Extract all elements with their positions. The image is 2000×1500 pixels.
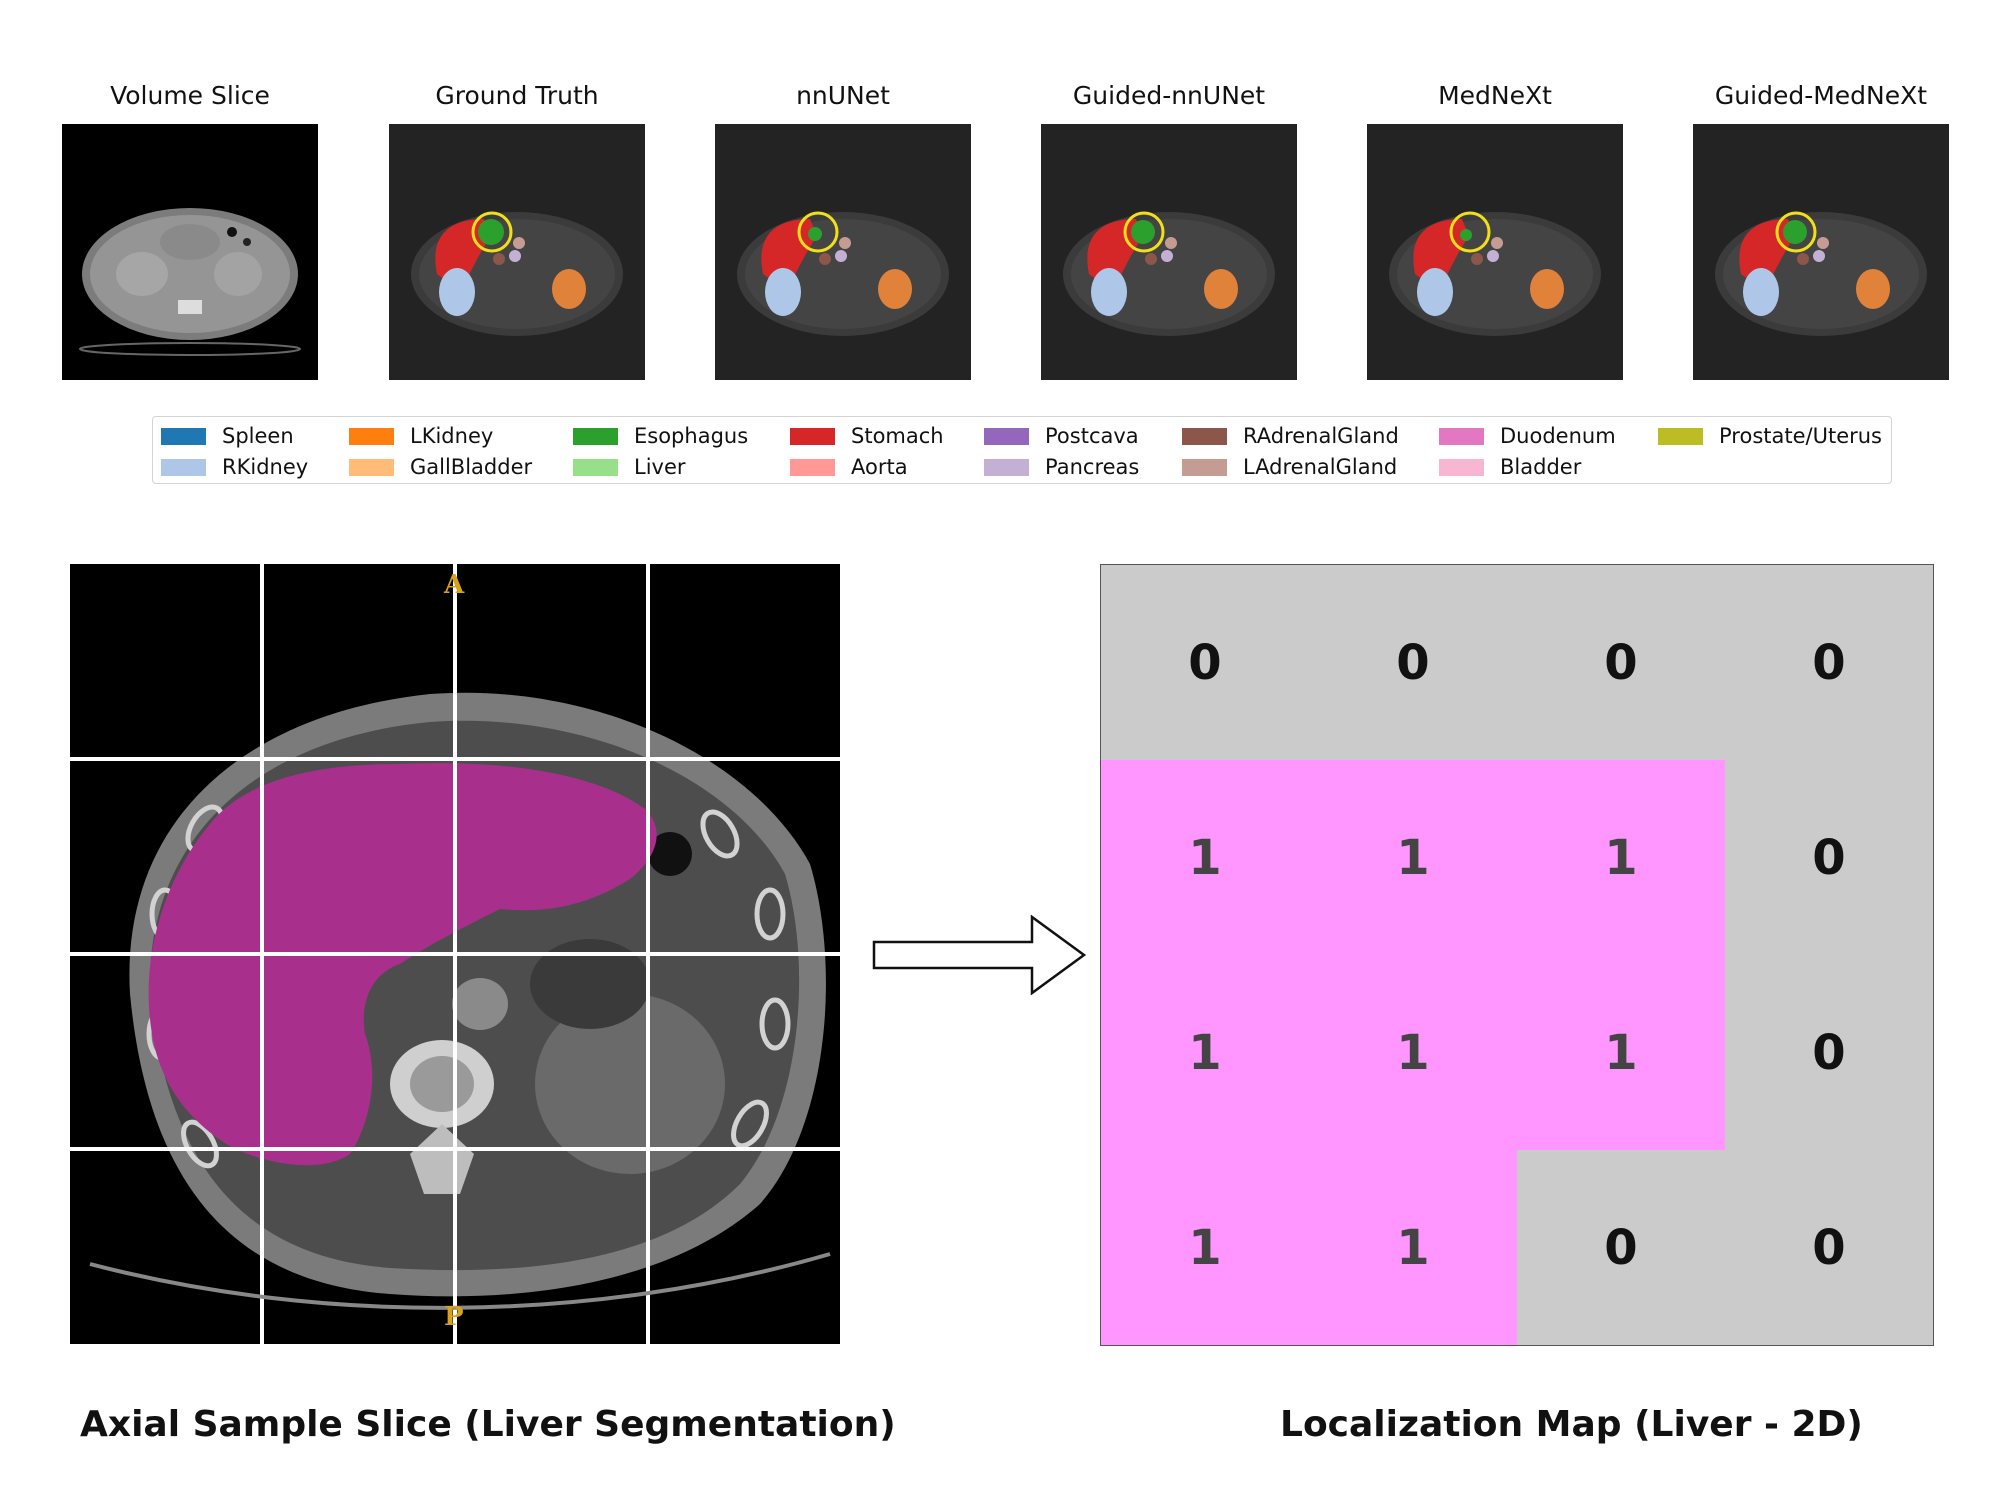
legend-item-postcava: Postcava — [984, 422, 1139, 450]
legend-item-bladder: Bladder — [1439, 453, 1581, 481]
panel-title: Ground Truth — [435, 81, 599, 110]
legend-label: RKidney — [222, 455, 309, 479]
legend-swatch — [1658, 427, 1703, 445]
legend-swatch — [349, 458, 394, 476]
localization-map-caption: Localization Map (Liver - 2D) — [1280, 1404, 1863, 1445]
axial-slice-caption: Axial Sample Slice (Liver Segmentation) — [80, 1404, 896, 1445]
map-cell: 0 — [1725, 760, 1933, 955]
legend-label: Postcava — [1045, 424, 1139, 448]
legend-item-rkidney: RKidney — [161, 453, 308, 481]
map-cell: 0 — [1725, 565, 1933, 760]
map-cell: 1 — [1309, 955, 1517, 1150]
legend-swatch — [790, 427, 835, 445]
right-arrow-icon — [872, 914, 1088, 996]
panel-title: Guided-nnUNet — [1072, 81, 1266, 110]
legend-item-prostate-uterus: Prostate/Uterus — [1658, 422, 1882, 450]
legend-item-esophagus: Esophagus — [573, 422, 748, 450]
panel-mednext: MedNeXt — [1367, 78, 1623, 380]
legend-item-gallbladder: GallBladder — [349, 453, 532, 481]
segmentation-image — [1693, 124, 1949, 380]
map-cell: 0 — [1309, 565, 1517, 760]
legend-label: GallBladder — [410, 455, 533, 479]
orientation-posterior-label: P — [444, 1302, 464, 1332]
legend-item-stomach: Stomach — [790, 422, 944, 450]
legend-swatch — [1182, 427, 1227, 445]
legend-label: Duodenum — [1500, 424, 1616, 448]
segmentation-image — [715, 124, 971, 380]
legend-item-spleen: Spleen — [161, 422, 294, 450]
map-cell: 1 — [1309, 1150, 1517, 1345]
map-cell: 0 — [1725, 1150, 1933, 1345]
map-cell: 1 — [1309, 760, 1517, 955]
panel-title: Volume Slice — [110, 81, 270, 110]
legend-swatch — [573, 458, 618, 476]
legend-label: Pancreas — [1045, 455, 1140, 479]
ct-volume-image — [62, 124, 318, 380]
legend-item-duodenum: Duodenum — [1439, 422, 1616, 450]
map-cell: 1 — [1101, 760, 1309, 955]
legend-label: Prostate/Uterus — [1719, 424, 1882, 448]
legend-item-radrenalgland: RAdrenalGland — [1182, 422, 1399, 450]
map-cell: 1 — [1101, 955, 1309, 1150]
panel-nnunet: nnUNet — [715, 78, 971, 380]
panel-guided-nnunet: Guided-nnUNet — [1041, 78, 1297, 380]
map-cell: 0 — [1101, 565, 1309, 760]
legend-label: LKidney — [410, 424, 494, 448]
legend-item-ladrenalgland: LAdrenalGland — [1182, 453, 1397, 481]
legend-item-pancreas: Pancreas — [984, 453, 1139, 481]
legend-label: Bladder — [1500, 455, 1582, 479]
legend-swatch — [1439, 458, 1484, 476]
map-cell: 1 — [1517, 760, 1725, 955]
organ-legend: Spleen RKidney LKidney GallBladder Esoph… — [152, 416, 1892, 484]
segmentation-image — [1041, 124, 1297, 380]
map-cell: 0 — [1517, 565, 1725, 760]
legend-item-lkidney: LKidney — [349, 422, 493, 450]
legend-swatch — [790, 458, 835, 476]
legend-item-liver: Liver — [573, 453, 686, 481]
orientation-anterior-label: A — [444, 570, 465, 600]
panel-title: Guided-MedNeXt — [1714, 81, 1928, 110]
map-cell: 1 — [1517, 955, 1725, 1150]
legend-swatch — [984, 427, 1029, 445]
legend-swatch — [1439, 427, 1484, 445]
panel-guided-mednext: Guided-MedNeXt — [1693, 78, 1949, 380]
segmentation-image — [389, 124, 645, 380]
panel-title: nnUNet — [796, 81, 890, 110]
legend-label: Esophagus — [634, 424, 749, 448]
axial-slice-image: A P — [70, 564, 840, 1344]
legend-item-aorta: Aorta — [790, 453, 908, 481]
legend-swatch — [984, 458, 1029, 476]
legend-label: Spleen — [222, 424, 294, 448]
legend-label: Stomach — [851, 424, 944, 448]
legend-label: RAdrenalGland — [1243, 424, 1399, 448]
legend-swatch — [349, 427, 394, 445]
legend-label: LAdrenalGland — [1243, 455, 1398, 479]
legend-swatch — [161, 427, 206, 445]
map-cell: 1 — [1101, 1150, 1309, 1345]
legend-label: Liver — [634, 455, 686, 479]
segmentation-image — [1367, 124, 1623, 380]
legend-swatch — [1182, 458, 1227, 476]
legend-swatch — [161, 458, 206, 476]
legend-label: Aorta — [851, 455, 908, 479]
legend-swatch — [573, 427, 618, 445]
panel-volume-slice: Volume Slice — [62, 78, 318, 380]
panel-ground-truth: Ground Truth — [389, 78, 645, 380]
map-cell: 0 — [1725, 955, 1933, 1150]
map-cell: 0 — [1517, 1150, 1725, 1345]
panel-title: MedNeXt — [1438, 81, 1552, 110]
